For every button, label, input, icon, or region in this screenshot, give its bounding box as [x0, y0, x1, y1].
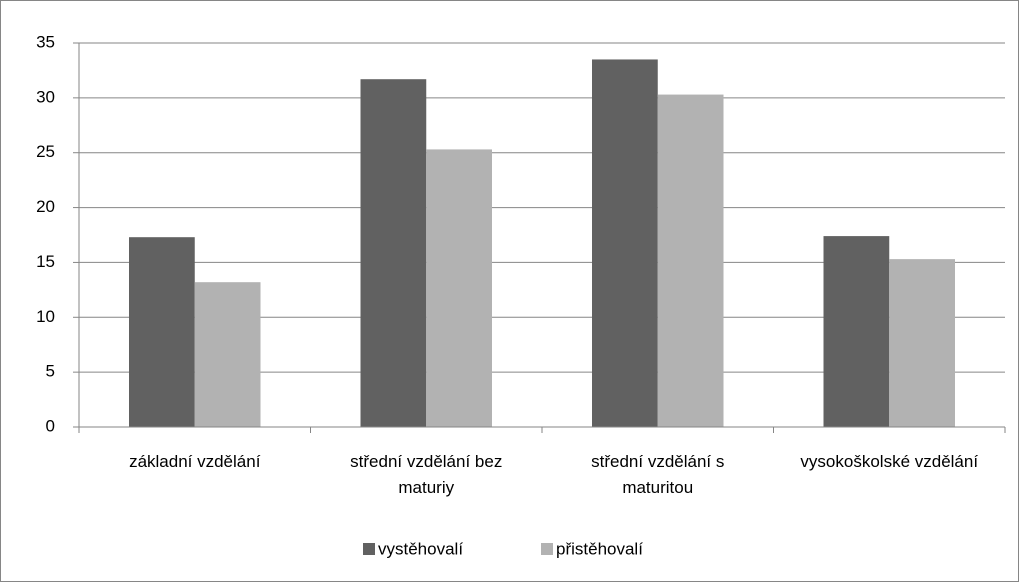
- x-tick-label: střední vzdělání s maturitou: [591, 452, 724, 497]
- y-tick-label: 35: [36, 32, 55, 51]
- y-tick-label: 25: [36, 142, 55, 161]
- legend-swatch: [541, 543, 553, 555]
- bar: [194, 282, 261, 427]
- x-tick-label: základní vzdělání: [129, 452, 261, 471]
- bar: [657, 94, 724, 428]
- bar: [823, 236, 890, 427]
- legend-label: vystěhovalí: [378, 539, 463, 558]
- legend-label: přistěhovalí: [556, 539, 643, 558]
- y-tick-label: 15: [36, 252, 55, 271]
- bar: [889, 259, 955, 427]
- y-tick-label: 5: [46, 362, 55, 381]
- y-tick-label: 30: [36, 87, 55, 106]
- bar: [129, 237, 195, 427]
- y-tick-label: 0: [46, 416, 55, 435]
- x-tick-label: vysokoškolské vzdělání: [800, 452, 978, 471]
- bar: [426, 149, 492, 427]
- bar: [360, 79, 427, 427]
- x-tick-label: střední vzdělání bez maturiy: [350, 452, 502, 497]
- y-tick-label: 10: [36, 307, 55, 326]
- y-tick-label: 20: [36, 197, 55, 216]
- bar: [592, 59, 658, 427]
- legend-swatch: [363, 543, 375, 555]
